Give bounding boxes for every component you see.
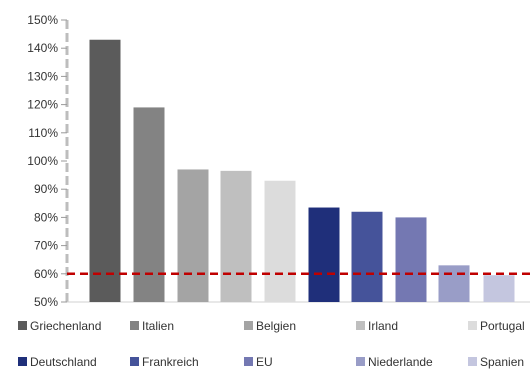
legend-swatch — [18, 321, 27, 330]
legend-swatch — [18, 357, 27, 366]
y-tick-label: 110% — [28, 126, 58, 140]
legend-swatch — [130, 357, 139, 366]
legend-label: Griechenland — [30, 319, 101, 333]
bar-irland — [220, 170, 252, 302]
legend-swatch — [244, 321, 253, 330]
legend-label: Portugal — [480, 319, 525, 333]
y-tick-label: 130% — [27, 69, 58, 83]
legend-label: Frankreich — [142, 355, 199, 369]
bar-portugal — [264, 180, 296, 302]
bar-frankreich — [351, 211, 383, 302]
legend-label: Deutschland — [30, 355, 97, 369]
y-tick-label: 70% — [34, 239, 58, 253]
bar-belgien — [177, 169, 209, 302]
bar-spanien — [483, 275, 515, 302]
bar-italien — [133, 107, 165, 302]
y-tick-label: 140% — [27, 41, 58, 55]
legend-label: Belgien — [256, 319, 296, 333]
y-axis: 50% 60% 70% 80% 90% 100% 110% 120% 130% 140% 150% — [27, 13, 530, 309]
legend-label: Niederlande — [368, 355, 433, 369]
legend-label: Spanien — [480, 355, 524, 369]
legend-label: Irland — [368, 319, 398, 333]
legend-swatch — [356, 357, 365, 366]
bar-niederlande — [438, 265, 470, 302]
legend-label: EU — [256, 355, 273, 369]
legend-swatch — [468, 357, 477, 366]
legend-swatch — [130, 321, 139, 330]
bars — [89, 39, 515, 303]
bar-deutschland — [308, 207, 340, 302]
bar-eu — [395, 217, 427, 302]
y-tick-label: 60% — [34, 267, 58, 281]
legend-label: Italien — [142, 319, 174, 333]
y-tick-label: 80% — [34, 210, 58, 224]
legend-swatch — [356, 321, 365, 330]
legend: Griechenland Italien Belgien Irland Portugal… — [18, 319, 525, 369]
y-tick-label: 50% — [34, 295, 58, 309]
legend-swatch — [244, 357, 253, 366]
y-tick-label: 100% — [27, 154, 58, 168]
y-tick-label: 90% — [34, 182, 58, 196]
y-tick-label: 150% — [27, 13, 58, 27]
legend-swatch — [468, 321, 477, 330]
bar-griechenland — [89, 39, 121, 303]
y-tick-label: 120% — [27, 98, 58, 112]
